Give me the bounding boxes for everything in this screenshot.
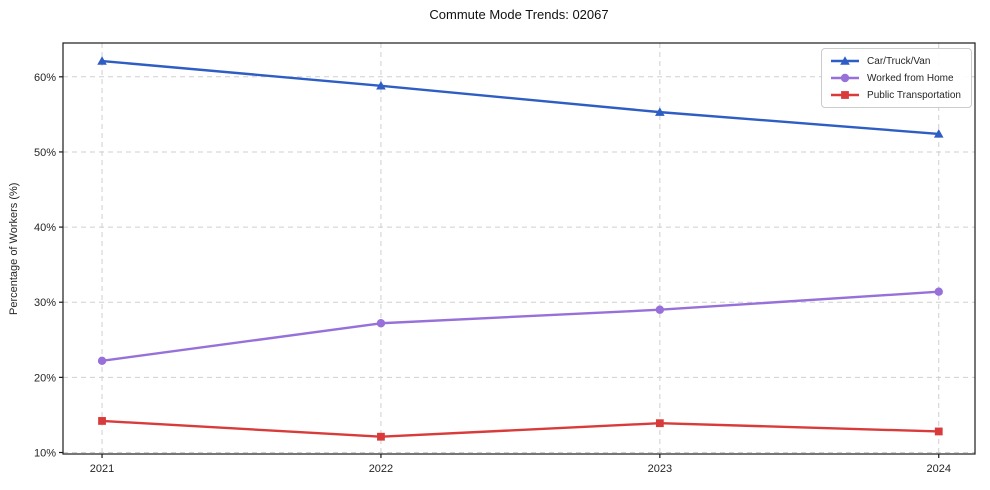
legend-item-public-transportation: Public Transportation: [830, 89, 961, 101]
series-car-truck-van: [97, 56, 944, 138]
series-line: [101, 290, 939, 363]
legend: Car/Truck/Van Worked from Home Public Tr…: [821, 48, 972, 108]
triangle-marker: [376, 81, 386, 90]
x-tick-label: 2022: [369, 463, 393, 475]
triangle-marker: [655, 107, 665, 116]
legend-label: Public Transportation: [867, 89, 961, 101]
x-tick-label: 2024: [927, 463, 951, 475]
circle-marker: [934, 287, 943, 296]
square-marker: [377, 432, 385, 441]
circle-marker: [376, 319, 386, 328]
square-marker: [934, 427, 943, 436]
y-tick-label: 10%: [34, 447, 56, 459]
circle-marker: [840, 73, 850, 83]
axes-border: [62, 42, 976, 455]
series-line: [101, 419, 939, 438]
series-public-transportation: [98, 417, 943, 441]
chart-title: Commute Mode Trends: 02067: [429, 7, 609, 22]
x-tick-label: 2023: [648, 463, 672, 475]
legend-triangle-marker-icon: [831, 56, 860, 65]
legend-circle-marker-icon: [831, 73, 860, 83]
legend-square-marker-icon: [831, 91, 860, 99]
legend-item-car-truck-van: Car/Truck/Van: [830, 55, 961, 67]
triangle-marker: [97, 56, 107, 65]
square-marker: [98, 417, 106, 425]
triangle-marker: [840, 56, 850, 65]
legend-item-worked-from-home: Worked from Home: [830, 72, 961, 84]
y-tick-label: 20%: [34, 372, 56, 384]
square-marker: [655, 419, 664, 428]
square-marker: [841, 91, 849, 99]
circle-marker: [97, 356, 107, 366]
y-tick-label: 40%: [34, 222, 56, 234]
legend-label: Car/Truck/Van: [867, 55, 931, 67]
y-tick-label: 60%: [34, 72, 56, 84]
legend-label: Worked from Home: [867, 72, 954, 84]
triangle-marker: [933, 129, 944, 138]
series-line: [101, 59, 939, 136]
y-tick-label: 30%: [34, 297, 56, 309]
x-tick-label: 2021: [90, 463, 114, 475]
circle-marker: [655, 305, 665, 314]
series-worked-from-home: [97, 287, 943, 366]
y-tick-label: 50%: [34, 147, 56, 159]
